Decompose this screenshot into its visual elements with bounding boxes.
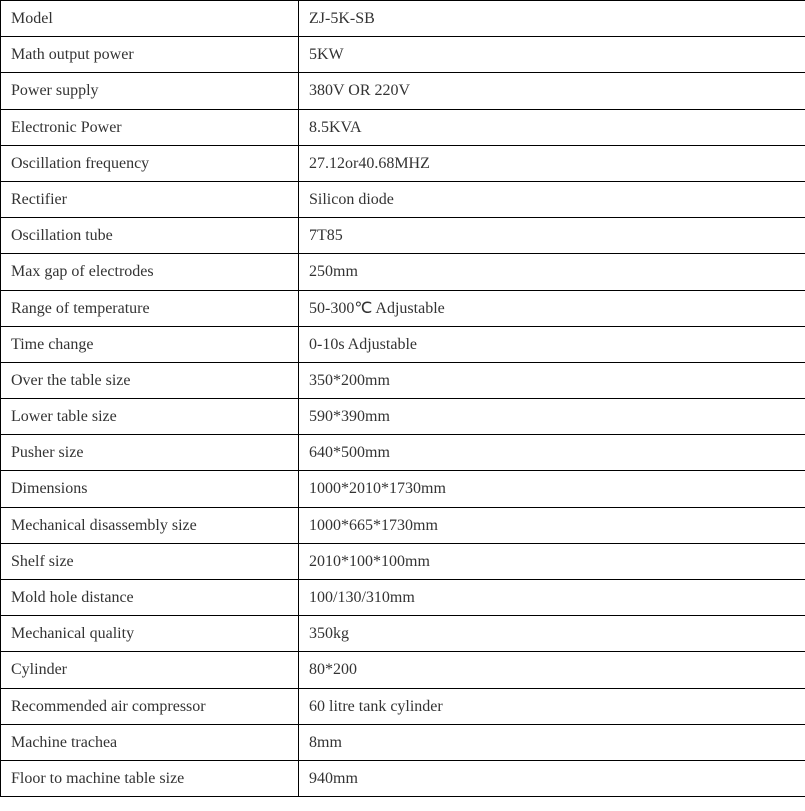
spec-label: Max gap of electrodes <box>1 254 299 290</box>
spec-label: Mechanical disassembly size <box>1 507 299 543</box>
spec-value: ZJ-5K-SB <box>299 1 805 37</box>
spec-value: 1000*2010*1730mm <box>299 471 805 507</box>
spec-label: Range of temperature <box>1 290 299 326</box>
spec-value: 250mm <box>299 254 805 290</box>
table-row: Electronic Power8.5KVA <box>1 109 805 145</box>
spec-value: 27.12or40.68MHZ <box>299 145 805 181</box>
spec-label: Power supply <box>1 73 299 109</box>
table-row: Time change0-10s Adjustable <box>1 326 805 362</box>
spec-label: Mechanical quality <box>1 616 299 652</box>
table-row: Range of temperature50-300℃ Adjustable <box>1 290 805 326</box>
table-row: Recommended air compressor60 litre tank … <box>1 688 805 724</box>
table-row: Power supply380V OR 220V <box>1 73 805 109</box>
spec-value: 590*390mm <box>299 399 805 435</box>
spec-label: Shelf size <box>1 543 299 579</box>
spec-value: 60 litre tank cylinder <box>299 688 805 724</box>
spec-label: Lower table size <box>1 399 299 435</box>
table-row: RectifierSilicon diode <box>1 181 805 217</box>
spec-value: 380V OR 220V <box>299 73 805 109</box>
spec-label: Model <box>1 1 299 37</box>
spec-label: Oscillation frequency <box>1 145 299 181</box>
spec-label: Electronic Power <box>1 109 299 145</box>
spec-label: Dimensions <box>1 471 299 507</box>
spec-value: 1000*665*1730mm <box>299 507 805 543</box>
spec-value: 2010*100*100mm <box>299 543 805 579</box>
spec-label: Time change <box>1 326 299 362</box>
spec-value: 940mm <box>299 760 805 796</box>
table-row: Mechanical disassembly size1000*665*1730… <box>1 507 805 543</box>
table-row: Cylinder80*200 <box>1 652 805 688</box>
spec-label: Recommended air compressor <box>1 688 299 724</box>
spec-label: Over the table size <box>1 362 299 398</box>
table-row: Dimensions1000*2010*1730mm <box>1 471 805 507</box>
table-row: Oscillation frequency27.12or40.68MHZ <box>1 145 805 181</box>
table-row: Lower table size590*390mm <box>1 399 805 435</box>
spec-value: 350*200mm <box>299 362 805 398</box>
spec-table: ModelZJ-5K-SBMath output power5KWPower s… <box>0 0 805 797</box>
spec-value: 0-10s Adjustable <box>299 326 805 362</box>
spec-value: 50-300℃ Adjustable <box>299 290 805 326</box>
spec-table-body: ModelZJ-5K-SBMath output power5KWPower s… <box>1 1 805 797</box>
spec-label: Cylinder <box>1 652 299 688</box>
spec-label: Rectifier <box>1 181 299 217</box>
spec-value: 8.5KVA <box>299 109 805 145</box>
spec-label: Pusher size <box>1 435 299 471</box>
table-row: ModelZJ-5K-SB <box>1 1 805 37</box>
table-row: Math output power5KW <box>1 37 805 73</box>
table-row: Mold hole distance100/130/310mm <box>1 580 805 616</box>
table-row: Over the table size350*200mm <box>1 362 805 398</box>
spec-label: Mold hole distance <box>1 580 299 616</box>
table-row: Shelf size2010*100*100mm <box>1 543 805 579</box>
table-row: Mechanical quality350kg <box>1 616 805 652</box>
spec-value: 5KW <box>299 37 805 73</box>
spec-value: Silicon diode <box>299 181 805 217</box>
spec-value: 7T85 <box>299 218 805 254</box>
spec-label: Oscillation tube <box>1 218 299 254</box>
spec-value: 100/130/310mm <box>299 580 805 616</box>
spec-label: Machine trachea <box>1 724 299 760</box>
spec-label: Floor to machine table size <box>1 760 299 796</box>
spec-label: Math output power <box>1 37 299 73</box>
table-row: Machine trachea8mm <box>1 724 805 760</box>
table-row: Pusher size640*500mm <box>1 435 805 471</box>
spec-value: 350kg <box>299 616 805 652</box>
spec-value: 80*200 <box>299 652 805 688</box>
spec-value: 640*500mm <box>299 435 805 471</box>
table-row: Max gap of electrodes250mm <box>1 254 805 290</box>
table-row: Floor to machine table size940mm <box>1 760 805 796</box>
table-row: Oscillation tube7T85 <box>1 218 805 254</box>
spec-value: 8mm <box>299 724 805 760</box>
